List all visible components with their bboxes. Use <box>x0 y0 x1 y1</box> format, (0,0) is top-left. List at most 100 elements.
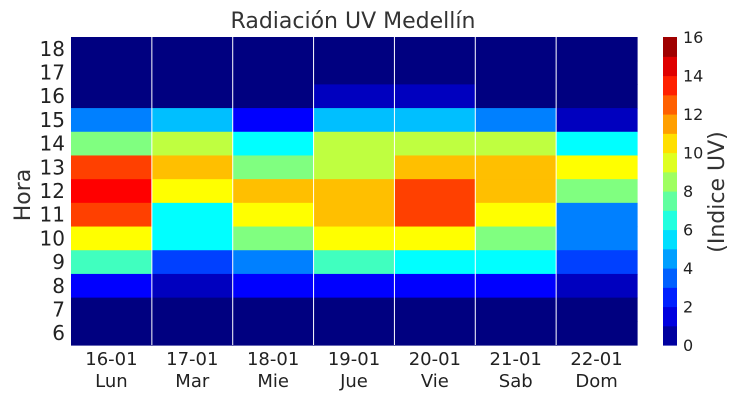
x-tick-day: Mie <box>257 371 289 392</box>
colorbar-segment <box>663 306 677 327</box>
heatmap-cell <box>556 321 638 346</box>
heatmap-cell <box>556 84 638 109</box>
heatmap-cell <box>313 37 396 62</box>
heatmap-cell <box>232 226 315 251</box>
heatmap-cell <box>71 273 153 299</box>
heatmap-cell <box>151 37 234 62</box>
heatmap-cell <box>71 131 153 157</box>
heatmap-cell <box>71 321 153 346</box>
colorbar-segment <box>663 171 677 192</box>
x-tick-date: 19-01 <box>328 349 380 370</box>
heatmap-cell <box>71 226 153 251</box>
heatmap-cell <box>232 60 315 85</box>
heatmap-cell <box>71 202 153 228</box>
y-tick-label: 15 <box>40 108 65 132</box>
heatmap-cell <box>232 297 315 322</box>
chart-title: Radiación UV Medellín <box>231 9 476 34</box>
heatmap-cell <box>71 250 153 275</box>
heatmap-cell <box>313 250 396 275</box>
heatmap-cell <box>394 297 476 322</box>
heatmap-cell <box>232 179 315 204</box>
colorbar-segment <box>663 75 677 96</box>
heatmap-cell <box>475 273 557 299</box>
x-tick-date: 22-01 <box>570 349 622 370</box>
heatmap-cell <box>151 84 234 109</box>
colorbar-segment <box>663 210 677 231</box>
heatmap-cell <box>151 273 234 299</box>
heatmap-cell <box>313 273 396 299</box>
heatmap-cell <box>475 226 557 251</box>
heatmap-cell <box>151 60 234 85</box>
heatmap-cell <box>475 155 557 180</box>
heatmap-cell <box>556 250 638 275</box>
heatmap-cell <box>313 84 396 109</box>
colorbar-segment <box>663 248 677 269</box>
heatmap-cell <box>475 37 557 62</box>
heatmap-cell <box>556 297 638 322</box>
y-tick-label: 17 <box>40 61 65 85</box>
heatmap-cell <box>151 297 234 322</box>
y-tick-label: 12 <box>40 179 65 203</box>
y-tick-label: 14 <box>40 132 65 156</box>
y-tick-label: 18 <box>40 37 65 61</box>
heatmap-cell <box>71 60 153 85</box>
heatmap-cell <box>71 108 153 133</box>
heatmap-cell <box>475 84 557 109</box>
heatmap-cell <box>232 131 315 157</box>
heatmap-cell <box>313 108 396 133</box>
heatmap-cell <box>232 155 315 180</box>
heatmap-cell <box>313 321 396 346</box>
y-tick-label: 6 <box>52 321 65 345</box>
colorbar-segment <box>663 268 677 288</box>
y-tick-label: 7 <box>52 297 65 321</box>
heatmap-cell <box>151 250 234 275</box>
colorbar-segment <box>663 152 677 173</box>
heatmap-cell <box>475 60 557 85</box>
heatmap-cell <box>313 226 396 251</box>
heatmap-cell <box>232 84 315 109</box>
heatmap-cell <box>475 297 557 322</box>
colorbar-segment <box>663 191 677 211</box>
colorbar-tick-label: 8 <box>683 182 693 201</box>
colorbar: 0 2 4 6 8 10 12 14 16 <box>663 28 703 355</box>
y-tick-label: 16 <box>40 84 65 108</box>
colorbar-tick-label: 6 <box>683 221 693 240</box>
y-axis-label: Hora <box>11 169 36 222</box>
heatmap-cell <box>394 226 476 251</box>
heatmap-cell <box>232 37 315 62</box>
colorbar-segment <box>663 287 677 308</box>
colorbar-label: (Indice UV) <box>705 131 730 252</box>
y-tick-label: 13 <box>40 155 65 179</box>
day-separator-lines <box>151 37 557 345</box>
heatmap-cell <box>556 37 638 62</box>
colorbar-segment <box>663 37 677 57</box>
colorbar-segment <box>663 325 677 346</box>
heatmap-cell <box>394 131 476 157</box>
heatmap-cell <box>475 321 557 346</box>
heatmap-cell <box>394 108 476 133</box>
x-tick-day: Jue <box>339 371 368 392</box>
heatmap-cell <box>71 37 153 62</box>
x-tick-day: Sab <box>499 371 533 392</box>
x-tick-date: 17-01 <box>166 349 218 370</box>
heatmap-cell <box>71 155 153 180</box>
heatmap-cell <box>151 321 234 346</box>
heatmap-cell <box>394 60 476 85</box>
x-tick-day: Mar <box>175 371 210 392</box>
x-tick-date: 18-01 <box>247 349 299 370</box>
colorbar-tick-label: 14 <box>683 67 703 86</box>
heatmap-cell <box>475 250 557 275</box>
heatmap-cell <box>313 155 396 180</box>
colorbar-tick-label: 0 <box>683 336 693 355</box>
x-tick-date: 20-01 <box>409 349 461 370</box>
heatmap-cell <box>71 84 153 109</box>
heatmap-cell <box>556 273 638 299</box>
heatmap-cell <box>71 297 153 322</box>
y-tick-label: 9 <box>52 250 65 274</box>
heatmap-cell <box>394 179 476 204</box>
x-tick-date: 21-01 <box>490 349 542 370</box>
heatmap-cell <box>394 273 476 299</box>
